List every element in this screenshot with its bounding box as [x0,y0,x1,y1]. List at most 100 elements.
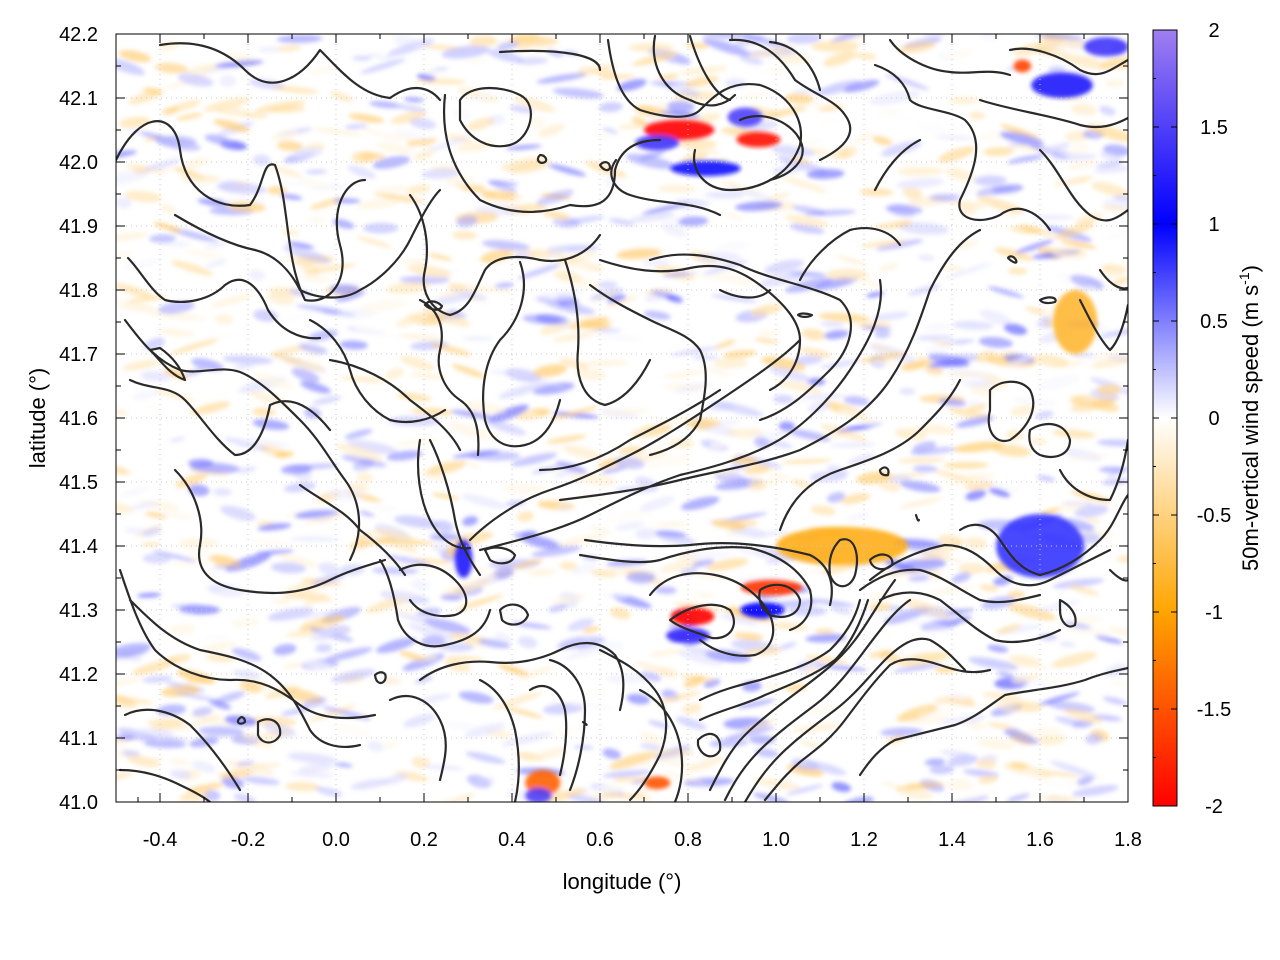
contour-line [418,298,480,457]
wind-hotspot [644,119,715,141]
field-streak [119,302,155,312]
field-streak [684,147,720,154]
field-streak [280,193,303,200]
contour-line [698,598,870,722]
field-streak [546,434,587,444]
field-streak [696,251,742,264]
field-streak [711,294,758,303]
field-streak [481,240,530,251]
field-streak [878,262,898,272]
field-streak [403,713,436,728]
field-streak [955,416,994,428]
field-streak [482,572,499,581]
field-streak [789,223,825,234]
field-streak [829,606,852,615]
field-streak [680,496,720,511]
x-tick-label: -0.2 [231,829,265,851]
field-streak [452,450,501,459]
field-streak [542,788,586,802]
field-streak [1060,239,1097,249]
field-streak [116,693,137,709]
field-streak [869,343,895,353]
field-streak [278,308,325,323]
field-streak [1049,760,1098,778]
y-axis: 41.0 41.1 41.2 41.3 41.4 41.5 41.6 41.7 41.8 41.9… [59,24,1128,814]
field-streak [1051,153,1098,161]
field-streak [945,778,974,791]
field-streak [1086,124,1128,143]
field-streak [609,508,655,522]
field-streak [405,184,431,195]
x-tick-label: 0.8 [674,829,702,851]
colorbar-tick-label: 2 [1208,20,1219,42]
field-streak [733,632,764,641]
field-streak [431,493,460,500]
field-streak [930,339,953,347]
field-streak [141,542,161,547]
field-streak [396,333,444,341]
field-streak [681,550,731,560]
field-streak [674,382,713,394]
field-streak [299,614,346,631]
field-streak [373,359,399,368]
field-streak [469,35,497,47]
field-streak [456,215,478,228]
field-streak [213,487,232,497]
contour-line [328,358,462,452]
field-streak [669,346,721,357]
field-streak [139,757,164,765]
field-streak [725,726,775,740]
contour-line [978,98,1128,129]
contour-line [128,378,332,457]
field-streak [1037,633,1058,641]
field-streak [750,303,783,317]
field-streak [897,167,944,176]
field-streak [169,338,220,355]
contour-line [868,543,1112,587]
field-streak [533,382,575,395]
field-streak [951,572,972,584]
field-streak [373,184,408,196]
field-streak [675,716,707,730]
field-streak [208,699,231,710]
field-streak [310,629,335,642]
contour-line [1038,148,1128,222]
field-streak [1008,356,1032,366]
field-streak [1103,227,1128,241]
field-streak [547,725,582,739]
field-streak [282,662,303,670]
field-streak [761,356,806,371]
field-streak [804,209,857,217]
field-streak [994,247,1034,261]
field-streak [356,471,373,484]
field-streak [643,310,671,320]
x-tick-label: 0.6 [586,829,614,851]
field-streak [608,218,635,226]
contour-line [482,260,562,448]
field-streak [1098,466,1126,473]
field-streak [567,406,598,416]
field-streak [951,615,972,624]
field-streak [149,234,177,244]
field-streak [169,436,186,443]
field-streak [702,34,753,39]
field-streak [313,128,362,136]
field-streak [1057,490,1081,501]
contour-line [778,378,962,532]
field-streak [116,643,152,657]
field-streak [992,444,1031,457]
field-streak [924,323,953,331]
field-streak [462,335,495,342]
field-streak [174,716,222,732]
field-streak [860,239,908,248]
field-streak [647,720,670,729]
contour-line [128,598,362,748]
field-streak [216,182,267,195]
field-streak [452,109,471,120]
wind-hotspot [644,776,671,790]
field-streak [780,458,833,464]
wind-hotspot [666,627,710,644]
field-streak [493,566,514,580]
field-streak [471,285,514,293]
field-streak [371,505,398,512]
